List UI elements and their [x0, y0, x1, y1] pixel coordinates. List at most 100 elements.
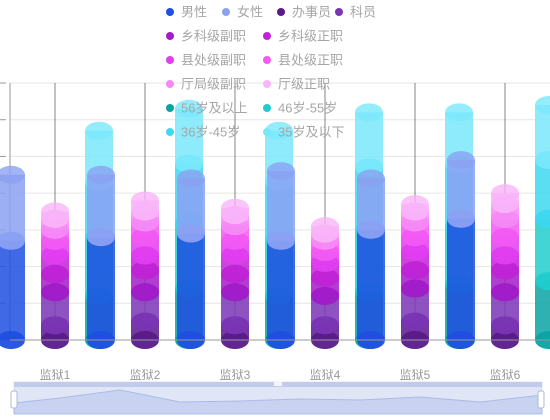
legend-label: 男性: [181, 5, 207, 20]
bar-bottom-cap: [131, 246, 159, 265]
bar-bottom-cap: [41, 246, 69, 265]
legend-label: 县处级副职: [181, 53, 246, 68]
zoom-preview-area: [13, 389, 543, 415]
bar-bottom-cap: [131, 312, 159, 331]
x-tick-label: 监狱4: [310, 368, 341, 382]
legend-item[interactable]: 乡科级正职: [263, 29, 343, 44]
legend-label: 36岁-45岁: [181, 125, 240, 140]
bar-bottom-cap: [221, 316, 249, 335]
legend-item[interactable]: 36岁-45岁: [166, 125, 240, 140]
legend-label: 厅级正职: [278, 77, 330, 92]
bar-top-cap: [355, 103, 383, 122]
bar-segment: [357, 220, 385, 349]
bar-bottom-cap: [41, 283, 69, 302]
legend-label: 35岁及以下: [278, 125, 344, 140]
legend-marker: [277, 8, 285, 16]
legend-marker: [263, 104, 271, 112]
bar-body: [447, 160, 475, 219]
x-tick-label: 监狱2: [130, 368, 161, 382]
data-zoom-slider[interactable]: [10, 381, 545, 415]
bar-bottom-cap: [131, 261, 159, 280]
bar-segment: [491, 184, 519, 214]
bar-bottom-cap: [491, 209, 519, 228]
bar-bottom-cap: [131, 283, 159, 302]
legend-item[interactable]: 县处级正职: [263, 53, 343, 68]
bar-bottom-cap: [311, 286, 339, 305]
legend-item[interactable]: 乡科级副职: [166, 29, 246, 44]
legend-item[interactable]: 56岁及以上: [166, 101, 247, 116]
legend-item[interactable]: 科员: [335, 5, 376, 20]
bar-top-cap: [267, 162, 295, 181]
bar-body: [267, 240, 295, 340]
bar-top-cap: [85, 121, 113, 140]
legend-item[interactable]: 县处级副职: [166, 53, 246, 68]
bar-bottom-cap: [491, 261, 519, 280]
bar-body: [357, 229, 385, 340]
bar-segment: [87, 228, 115, 349]
bar-body: [535, 105, 550, 161]
bar-segment: [267, 162, 295, 250]
bar-bottom-cap: [221, 283, 249, 302]
bar-top-cap: [265, 121, 293, 140]
bar-bottom-cap: [491, 246, 519, 265]
bar-body: [87, 237, 115, 340]
zoom-selection: [14, 382, 542, 414]
zoom-handle-right[interactable]: [537, 390, 545, 409]
legend-label: 女性: [237, 5, 263, 20]
x-tick-label: 监狱3: [220, 368, 251, 382]
bar-segment: [87, 165, 115, 247]
legend-marker: [263, 56, 271, 64]
bar-body: [355, 112, 383, 168]
legend-label: 办事员: [292, 5, 331, 20]
legend-item[interactable]: 46岁-55岁: [263, 101, 337, 116]
legend-item[interactable]: 35岁及以下: [263, 125, 344, 140]
bar-top-cap: [221, 198, 249, 217]
legend-marker: [263, 32, 271, 40]
legend-marker: [166, 128, 174, 136]
legend-label: 乡科级副职: [181, 29, 246, 44]
bar-segment: [177, 169, 205, 243]
legend-item[interactable]: 厅局级副职: [166, 77, 246, 92]
bar-bottom-cap: [311, 316, 339, 335]
legend-item[interactable]: 女性: [222, 5, 263, 20]
legend-item[interactable]: 办事员: [277, 5, 331, 20]
legend-label: 56岁及以上: [181, 101, 247, 116]
legend-item[interactable]: 厅级正职: [263, 77, 330, 92]
bar-bottom-cap: [41, 264, 69, 283]
bar-bottom-cap: [0, 231, 25, 250]
bar-top-cap: [175, 99, 203, 118]
bar-body: [87, 174, 115, 238]
bar-bottom-cap: [131, 228, 159, 247]
bar-segment: [401, 195, 429, 221]
bar-top-cap: [491, 184, 519, 203]
bar-segment: [0, 165, 25, 250]
bar-bottom-cap: [87, 228, 115, 247]
legend-label: 厅局级副职: [181, 77, 246, 92]
zoom-move-handle[interactable]: [274, 382, 282, 386]
bar-body: [177, 233, 205, 340]
legend-marker: [166, 8, 174, 16]
bar-body: [447, 218, 475, 340]
bar-segment: [221, 198, 249, 225]
bar-segment: [355, 103, 383, 177]
bars-layer: [0, 83, 550, 349]
zoom-handle-left[interactable]: [10, 390, 18, 409]
bar-bottom-cap: [401, 261, 429, 280]
legend-marker: [222, 8, 230, 16]
bar-bottom-cap: [401, 312, 429, 331]
legend-marker: [166, 80, 174, 88]
bar-bottom-cap: [41, 316, 69, 335]
legend-item[interactable]: 男性: [166, 5, 207, 20]
bar-bottom-cap: [491, 283, 519, 302]
x-tick-label: 监狱5: [400, 368, 431, 382]
legend-label: 科员: [350, 5, 376, 20]
bar-bottom-cap: [491, 316, 519, 335]
legend-marker: [166, 32, 174, 40]
bar-top-cap: [311, 217, 339, 236]
bar-bottom-cap: [221, 231, 249, 250]
bar-bottom-cap: [221, 264, 249, 283]
legend-marker: [166, 104, 174, 112]
bar-body: [175, 108, 203, 164]
